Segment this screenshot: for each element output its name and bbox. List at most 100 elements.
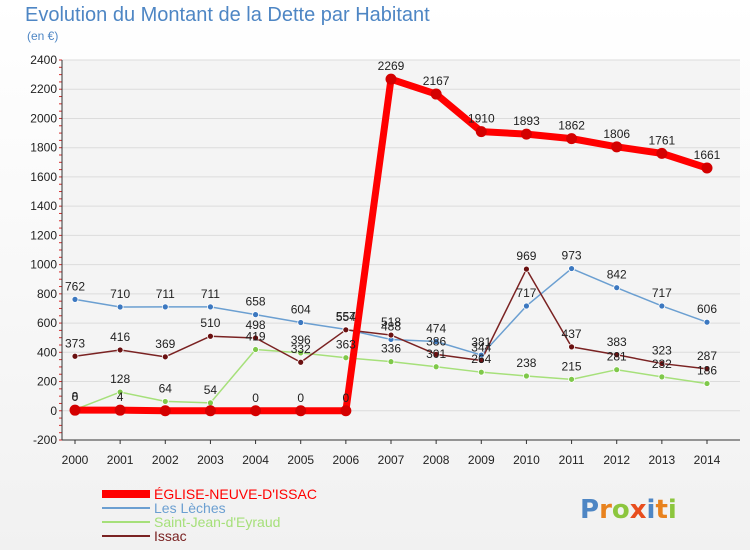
y-tick-label: -200 (33, 433, 57, 447)
data-point (297, 349, 305, 357)
data-label: 64 (159, 381, 173, 395)
y-tick-label: 2400 (30, 53, 57, 67)
data-point (159, 405, 171, 417)
data-label: 969 (516, 249, 536, 263)
data-label: 381 (471, 335, 491, 349)
data-label: 1806 (603, 127, 630, 141)
data-label: 0 (252, 391, 259, 405)
x-tick-label: 2012 (603, 453, 630, 467)
y-tick-label: 800 (37, 287, 57, 301)
data-point (340, 405, 352, 417)
y-tick-label: 200 (37, 375, 57, 389)
y-tick-label: 1400 (30, 199, 57, 213)
data-point (252, 311, 259, 319)
x-tick-label: 2006 (333, 453, 360, 467)
data-label: 606 (697, 302, 717, 316)
data-point (116, 303, 124, 311)
data-point (658, 302, 666, 310)
x-tick-label: 2002 (152, 453, 179, 467)
y-tick-label: 600 (37, 316, 57, 330)
data-label: 4 (117, 390, 124, 404)
data-point (432, 338, 440, 345)
data-label: 8 (72, 390, 79, 404)
data-label: 711 (201, 287, 220, 301)
data-point (252, 334, 259, 342)
data-point (613, 284, 621, 292)
data-label: 973 (562, 249, 582, 263)
x-tick-label: 2004 (242, 453, 269, 467)
data-point (523, 265, 530, 273)
data-label: 437 (562, 327, 582, 341)
legend-label: Les Lèches (154, 500, 226, 516)
proxiti-logo: Proxiti (580, 495, 677, 525)
data-point (252, 346, 259, 353)
data-point (432, 350, 440, 358)
data-point (475, 126, 487, 138)
data-label: 323 (652, 344, 672, 358)
data-label: 762 (65, 279, 85, 293)
x-tick-label: 2001 (107, 453, 134, 467)
x-tick-label: 2008 (423, 453, 450, 467)
data-label: 0 (72, 390, 79, 404)
data-point (342, 354, 350, 362)
data-point (430, 88, 442, 100)
data-point (613, 351, 621, 359)
data-point (566, 133, 578, 145)
data-point (207, 332, 214, 340)
y-tick-label: 1800 (30, 141, 57, 155)
chart-subtitle: (en €) (27, 29, 59, 43)
data-label: 717 (652, 286, 672, 300)
data-label: 1910 (468, 112, 495, 126)
data-label: 2269 (378, 59, 405, 73)
y-tick-label: 2200 (30, 82, 57, 96)
data-point (297, 358, 305, 366)
data-label: 301 (426, 347, 446, 361)
data-label: 474 (426, 321, 446, 335)
data-label: 386 (426, 334, 446, 348)
data-point (568, 375, 575, 383)
x-tick-label: 2007 (378, 453, 405, 467)
data-label: 373 (65, 336, 85, 350)
data-point (523, 372, 530, 380)
data-point (116, 388, 124, 396)
data-point (613, 366, 621, 374)
data-label: 287 (697, 349, 717, 363)
data-label: 419 (246, 330, 266, 344)
data-label: 717 (516, 286, 536, 300)
data-point (161, 353, 169, 361)
data-point (207, 303, 214, 311)
x-tick-label: 2014 (694, 453, 721, 467)
data-point (297, 319, 305, 326)
data-point (477, 368, 485, 376)
data-label: 498 (246, 318, 266, 332)
data-point (703, 380, 711, 387)
x-tick-label: 2011 (559, 453, 585, 467)
data-label: 281 (607, 350, 627, 364)
y-tick-label: 1600 (30, 170, 57, 184)
x-tick-label: 2009 (468, 453, 495, 467)
x-tick-label: 2010 (513, 453, 540, 467)
data-label: 488 (381, 319, 401, 333)
data-point (658, 360, 666, 367)
data-label: 557 (336, 309, 356, 323)
data-point (116, 346, 124, 354)
data-label: 264 (471, 352, 491, 366)
data-point (114, 404, 126, 416)
data-point (656, 147, 668, 159)
data-label: 383 (607, 335, 627, 349)
data-point (611, 141, 623, 153)
data-label: 518 (381, 315, 401, 329)
data-point (69, 404, 81, 416)
data-label: 232 (652, 357, 672, 371)
y-tick-label: 2000 (30, 111, 57, 125)
data-label: 842 (607, 268, 627, 282)
data-label: 128 (110, 372, 130, 386)
data-label: 186 (697, 364, 717, 378)
data-label: 332 (291, 342, 311, 356)
y-tick-label: 1000 (30, 258, 57, 272)
data-label: 369 (155, 337, 175, 351)
data-label: 554 (336, 310, 356, 324)
data-label: 604 (291, 302, 311, 316)
